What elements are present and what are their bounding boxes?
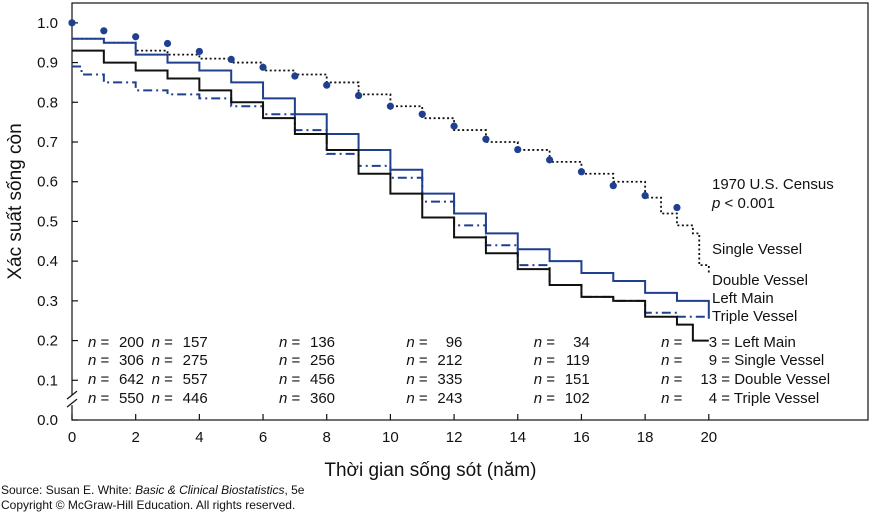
n-at-risk-cell: n = 119 [534, 352, 590, 369]
x-axis-title: Thời gian sống sót (năm) [324, 460, 536, 481]
source-book-title: Basic & Clinical Biostatistics [135, 483, 285, 497]
x-tick-label: 2 [132, 429, 140, 446]
census-point [673, 203, 681, 212]
census-label: 1970 U.S. Census [712, 176, 834, 193]
left-main-curve [72, 65, 710, 321]
census-point [482, 135, 490, 143]
plot-frame [71, 2, 869, 421]
source-suffix: , 5e [284, 483, 305, 497]
y-tick-label: 0.7 [37, 134, 58, 151]
axis-break-mark [66, 398, 78, 408]
x-tick-label: 10 [382, 429, 399, 446]
n-at-risk-cell: n = 642 [88, 371, 144, 388]
x-tick-label: 4 [195, 429, 203, 446]
x-tick-label: 12 [446, 429, 463, 446]
x-tick-label: 6 [259, 429, 267, 446]
census-point [323, 81, 331, 89]
y-tick-label: 0.1 [37, 372, 58, 389]
single-vessel-label: Single Vessel [712, 241, 802, 258]
y-tick-label: 0.2 [37, 333, 58, 350]
triple-vessel-label: Triple Vessel [712, 308, 797, 325]
axis-break-gap [66, 395, 78, 406]
n-at-risk-cell: n = 4 = Triple Vessel [661, 390, 819, 407]
census-point [195, 47, 203, 56]
n-at-risk-cell: n = 151 [534, 371, 590, 388]
y-tick-label: 0.4 [37, 253, 58, 270]
y-tick-label: 0.9 [37, 55, 58, 72]
n-at-risk-cell: n = 157 [152, 334, 208, 351]
census-point [100, 27, 108, 35]
source-prefix: Source: Susan E. White: [1, 483, 136, 497]
y-tick-label: 0.3 [37, 293, 58, 310]
triple-vessel-curve [72, 49, 709, 342]
n-at-risk-cell: n = 275 [152, 352, 208, 369]
copyright-line: Copyright © McGraw-Hill Education. All r… [1, 498, 296, 512]
survival-chart: 0 2 4 6 8 10 12 14 16 18 20 0.0 0.1 0.2 0.3 0.4 0.5 0.6 0.… [5, 2, 869, 481]
n-at-risk-cell: n = 9 = Single Vessel [661, 352, 824, 369]
n-at-risk-cell: n = 335 [406, 371, 462, 388]
x-tick-label: 16 [573, 429, 590, 446]
n-at-risk-cell: n = 256 [279, 352, 335, 369]
census-point [132, 33, 140, 41]
double-vessel-label: Double Vessel [712, 272, 808, 289]
census-point [163, 39, 172, 48]
y-tick-label: 0.6 [37, 174, 58, 191]
single-vessel-curve [72, 37, 710, 274]
census-point [291, 72, 299, 80]
n-at-risk-cell: n = 3 = Left Main [661, 334, 796, 351]
left-main-label: Left Main [712, 290, 774, 307]
census-point [450, 122, 458, 130]
n-at-risk-cell: n = 96 [406, 334, 462, 351]
x-tick-label: 18 [637, 429, 654, 446]
n-at-risk-cell: n = 212 [406, 352, 462, 369]
y-tick-label: 0.5 [37, 213, 58, 230]
n-at-risk-cell: n = 360 [279, 390, 335, 407]
y-tick-label: 1.0 [37, 15, 58, 32]
x-tick-label: 0 [68, 429, 76, 446]
census-point [354, 91, 363, 100]
n-at-risk-cell: n = 13 = Double Vessel [661, 371, 830, 388]
n-at-risk-cell: n = 557 [152, 371, 208, 388]
n-at-risk-cell: n = 34 [534, 334, 590, 351]
x-tick-label: 14 [509, 429, 526, 446]
y-tick-label: 0.8 [37, 94, 58, 111]
census-point [227, 55, 235, 63]
n-at-risk-cell: n = 446 [152, 390, 208, 407]
census-point [386, 102, 394, 110]
census-point [577, 168, 586, 176]
n-at-risk-cell: n = 456 [279, 371, 335, 388]
x-tick-label: 8 [323, 429, 331, 446]
census-point [609, 182, 617, 190]
n-at-risk-cell: n = 243 [406, 390, 462, 407]
census-point [68, 19, 76, 27]
y-tick-label: 0.0 [37, 412, 58, 429]
census-point [259, 63, 267, 71]
census-point [546, 156, 554, 164]
n-at-risk-cell: n = 200 [88, 334, 144, 351]
census-point [641, 192, 649, 200]
n-at-risk-cell: n = 136 [279, 334, 335, 351]
p-value-label: p < 0.001 [711, 195, 775, 212]
census-point [514, 145, 522, 154]
axis-break-mark [66, 390, 78, 400]
census-point [418, 110, 426, 118]
n-at-risk-cell: n = 306 [88, 352, 144, 369]
n-at-risk-cell: n = 550 [88, 390, 144, 407]
y-axis-title: Xác suất sống còn [5, 123, 26, 279]
source-line: Source: Susan E. White: Basic & Clinical… [1, 483, 304, 497]
x-tick-label: 20 [700, 429, 717, 446]
n-at-risk-cell: n = 102 [534, 390, 590, 407]
